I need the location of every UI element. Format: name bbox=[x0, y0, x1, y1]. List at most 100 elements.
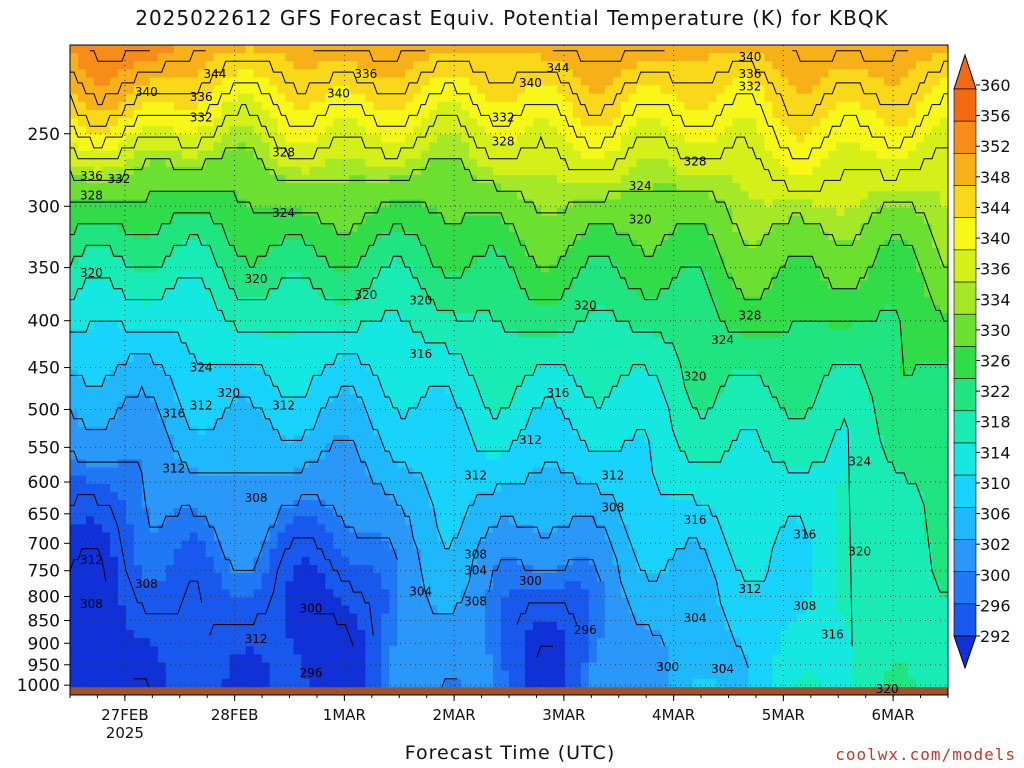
field-cell bbox=[636, 248, 646, 257]
field-cell bbox=[708, 321, 718, 330]
field-cell bbox=[509, 248, 518, 257]
field-cell bbox=[588, 240, 598, 249]
field-cell bbox=[860, 353, 869, 363]
field-cell bbox=[636, 183, 646, 192]
field-cell bbox=[333, 93, 342, 103]
field-cell bbox=[860, 166, 869, 176]
field-cell bbox=[165, 118, 175, 127]
field-cell bbox=[604, 69, 614, 79]
field-cell bbox=[469, 126, 478, 135]
field-cell bbox=[333, 110, 342, 119]
field-cell bbox=[836, 158, 845, 168]
field-cell bbox=[612, 45, 622, 54]
field-cell bbox=[333, 215, 342, 225]
field-cell bbox=[149, 199, 159, 209]
field-cell bbox=[485, 158, 494, 168]
field-cell bbox=[469, 231, 478, 241]
field-cell bbox=[277, 256, 287, 265]
field-cell bbox=[812, 329, 821, 339]
field-cell bbox=[77, 191, 87, 200]
field-cell bbox=[652, 134, 662, 144]
field-cell bbox=[269, 223, 279, 233]
field-cell bbox=[93, 272, 103, 282]
field-cell bbox=[85, 101, 95, 111]
field-cell bbox=[764, 329, 773, 339]
field-cell bbox=[660, 256, 670, 265]
field-cell bbox=[357, 361, 366, 371]
field-cell bbox=[493, 305, 502, 314]
field-cell bbox=[317, 248, 327, 257]
field-cell bbox=[197, 313, 207, 322]
field-cell bbox=[173, 361, 183, 371]
field-cell bbox=[461, 183, 470, 192]
field-cell bbox=[564, 313, 574, 322]
field-cell bbox=[405, 361, 414, 371]
field-cell bbox=[836, 45, 845, 54]
field-cell bbox=[700, 69, 710, 79]
field-cell bbox=[548, 215, 558, 225]
field-cell bbox=[373, 126, 382, 135]
field-cell bbox=[788, 53, 797, 62]
field-cell bbox=[860, 361, 869, 371]
field-cell bbox=[445, 361, 454, 371]
field-cell bbox=[900, 288, 909, 298]
field-cell bbox=[852, 370, 861, 379]
field-cell bbox=[70, 183, 79, 192]
field-cell bbox=[157, 150, 167, 160]
field-cell bbox=[556, 378, 566, 387]
field-cell bbox=[397, 166, 406, 176]
field-cell bbox=[357, 126, 366, 135]
field-cell bbox=[277, 231, 287, 241]
field-cell bbox=[237, 77, 247, 87]
field-cell bbox=[373, 231, 382, 241]
field-cell bbox=[604, 353, 614, 363]
field-cell bbox=[381, 126, 390, 135]
field-cell bbox=[261, 240, 271, 249]
field-cell bbox=[940, 378, 948, 387]
field-cell bbox=[213, 410, 223, 420]
field-cell bbox=[740, 85, 750, 95]
field-cell bbox=[580, 231, 590, 241]
field-cell bbox=[884, 337, 893, 347]
field-cell bbox=[932, 288, 941, 298]
field-cell bbox=[788, 223, 797, 233]
field-cell bbox=[141, 223, 151, 233]
field-cell bbox=[548, 370, 558, 379]
field-cell bbox=[397, 199, 406, 209]
field-cell bbox=[189, 183, 199, 192]
field-cell bbox=[900, 101, 909, 111]
field-cell bbox=[325, 353, 334, 363]
field-cell bbox=[141, 77, 151, 87]
field-cell bbox=[620, 134, 630, 144]
field-cell bbox=[277, 386, 287, 395]
field-cell bbox=[381, 166, 390, 176]
field-cell bbox=[157, 313, 167, 322]
field-cell bbox=[788, 191, 797, 200]
field-cell bbox=[660, 45, 670, 54]
field-cell bbox=[860, 183, 869, 192]
field-cell bbox=[572, 353, 582, 363]
field-cell bbox=[844, 101, 853, 111]
field-cell bbox=[261, 264, 271, 274]
field-cell bbox=[780, 345, 789, 355]
field-cell bbox=[101, 394, 111, 404]
field-cell bbox=[477, 353, 486, 363]
field-cell bbox=[588, 361, 598, 371]
field-cell bbox=[261, 191, 271, 200]
field-cell bbox=[892, 272, 901, 282]
field-cell bbox=[596, 134, 606, 144]
field-cell bbox=[732, 240, 742, 249]
field-cell bbox=[540, 280, 550, 290]
field-cell bbox=[173, 280, 183, 290]
field-cell bbox=[477, 183, 486, 192]
field-cell bbox=[149, 45, 159, 54]
field-cell bbox=[740, 288, 750, 298]
field-cell bbox=[125, 231, 135, 241]
field-cell bbox=[708, 110, 718, 119]
field-cell bbox=[189, 53, 199, 62]
field-cell bbox=[748, 142, 758, 152]
field-cell bbox=[389, 345, 398, 355]
field-cell bbox=[724, 101, 734, 111]
field-cell bbox=[900, 183, 909, 192]
field-cell bbox=[876, 370, 885, 379]
